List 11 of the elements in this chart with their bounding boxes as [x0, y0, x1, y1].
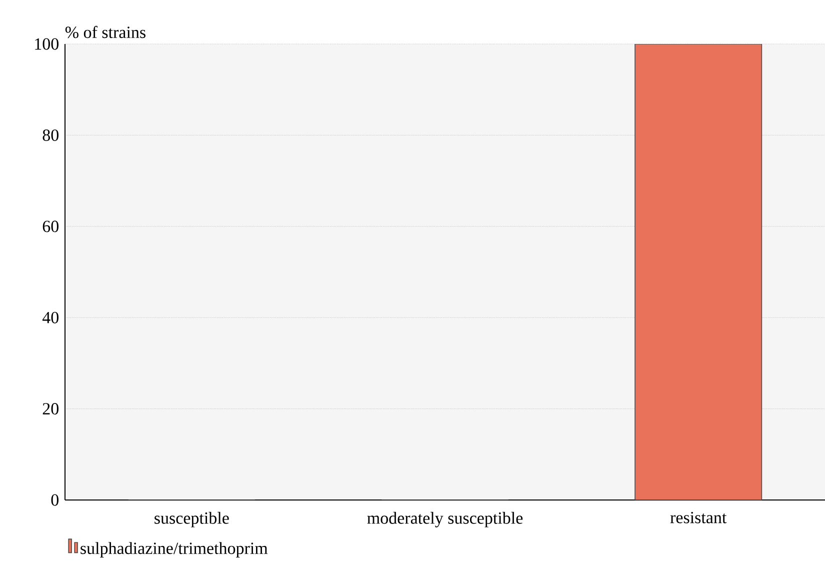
- legend-label: sulphadiazine/trimethoprim: [80, 542, 268, 558]
- y-tick-label: 60: [42, 220, 58, 232]
- y-tick-label: 100: [35, 38, 58, 50]
- y-tick-label: 0: [51, 494, 58, 506]
- x-tick-label: moderately susceptible: [367, 512, 523, 528]
- y-tick-label: 40: [42, 312, 58, 324]
- y-axis-title: % of strains: [65, 26, 146, 38]
- y-tick-label: 80: [42, 129, 58, 141]
- y-tick-label: 20: [42, 403, 58, 415]
- x-tick-label: susceptible: [154, 512, 229, 528]
- x-tick-label: resistant: [670, 512, 727, 524]
